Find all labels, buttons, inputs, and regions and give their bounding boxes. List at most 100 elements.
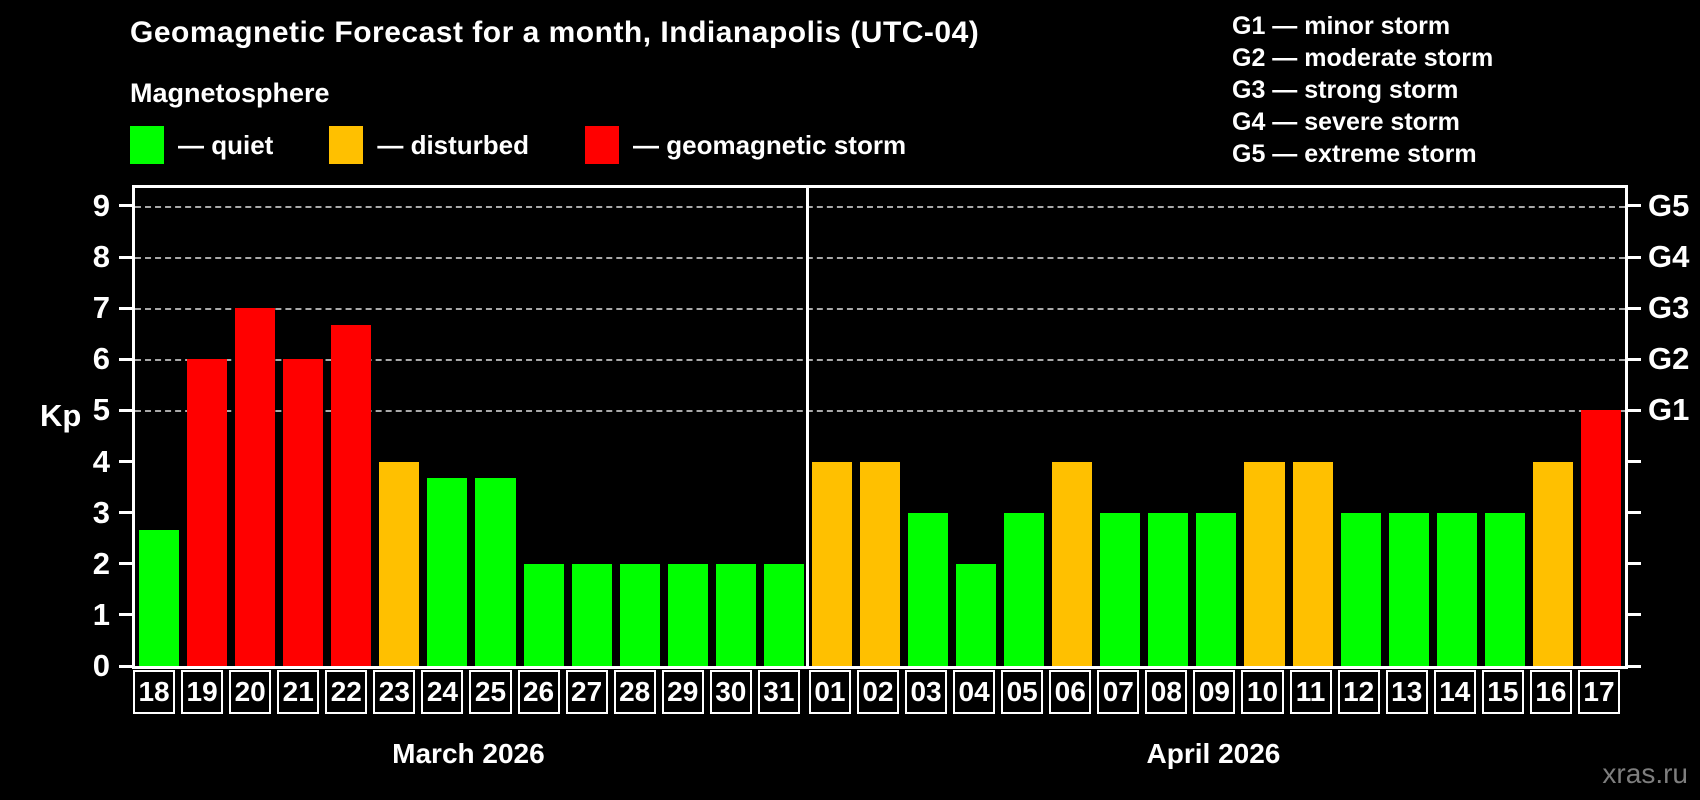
g-scale-label-g3: G3 [1648,290,1690,326]
kp-bar-march-25 [475,478,516,666]
kp-bar-april-14 [1436,512,1477,666]
gridline-kp7 [135,308,1625,311]
date-cell-22: 22 [325,670,368,714]
date-cell-03: 03 [905,670,948,714]
date-cell-08: 08 [1145,670,1188,714]
magnetosphere-label: Magnetosphere [130,78,330,108]
date-cell-06: 06 [1049,670,1092,714]
date-cell-14: 14 [1433,670,1476,714]
kp-bar-april-16 [1532,461,1573,666]
kp-bar-march-29 [667,563,708,666]
g-scale-label-g2: G2 [1648,341,1690,377]
left-tick-0 [119,664,132,668]
month-label: March 2026 [392,738,545,769]
disturbed-color-swatch [329,126,364,164]
kp-bar-march-22 [331,325,372,666]
legend-item-storm: — geomagnetic storm [585,126,906,164]
date-cell-13: 13 [1385,670,1428,714]
date-cell-12: 12 [1337,670,1380,714]
kp-bar-april-03 [908,512,949,666]
left-tick-1 [119,613,132,617]
y-axis-label-4: 4 [92,443,110,479]
right-tick-8 [1628,255,1641,259]
kp-bar-march-30 [715,563,756,666]
date-cell-05: 05 [1001,670,1044,714]
right-tick-9 [1628,204,1641,208]
date-cell-31: 31 [757,670,800,714]
date-cell-17: 17 [1577,670,1620,714]
legend-item-label: — quiet [178,129,274,160]
date-cell-01: 01 [808,670,851,714]
g-scale-label-g4: G4 [1648,239,1690,275]
kp-bar-march-24 [427,478,468,666]
date-cell-27: 27 [565,670,608,714]
y-axis-label-0: 0 [92,648,110,683]
kp-bar-april-17 [1580,410,1621,666]
y-axis-label-6: 6 [92,341,110,377]
date-cell-11: 11 [1289,670,1332,714]
month-label: April 2026 [1146,738,1281,769]
gridline-kp5 [135,410,1625,413]
left-tick-4 [119,460,132,463]
kp-bar-april-12 [1340,512,1381,666]
left-tick-8 [119,255,132,259]
g3-legend-line: G3 — strong storm [1232,76,1459,104]
g1-legend-line: G1 — minor storm [1232,12,1451,40]
date-cell-24: 24 [421,670,464,714]
date-cell-23: 23 [373,670,416,714]
date-cell-30: 30 [709,670,752,714]
date-cell-09: 09 [1193,670,1236,714]
status-legend: — quiet — disturbed — geomagnetic storm [130,126,962,164]
left-tick-3 [119,511,132,515]
kp-bar-april-06 [1052,461,1093,666]
right-tick-5 [1628,408,1641,412]
y-axis-label-2: 2 [92,545,110,581]
kp-bar-april-08 [1148,512,1189,666]
date-cell-10: 10 [1241,670,1284,714]
date-cell-15: 15 [1481,670,1524,714]
right-tick-1 [1628,613,1641,617]
kp-bar-april-13 [1388,512,1429,666]
left-tick-6 [119,357,132,361]
g2-legend-line: G2 — moderate storm [1232,44,1494,72]
g-scale-label-g5: G5 [1648,187,1690,223]
date-cell-26: 26 [517,670,560,714]
kp-bar-march-20 [235,308,276,666]
date-cell-25: 25 [469,670,512,714]
plot-area [132,185,1628,669]
kp-bar-march-18 [139,529,180,666]
left-tick-2 [119,562,132,566]
kp-bar-march-26 [523,563,564,666]
y-axis-label-3: 3 [92,494,110,530]
gridline-kp9 [135,205,1625,208]
kp-bar-march-28 [619,563,660,666]
date-cell-28: 28 [613,670,656,714]
left-tick-9 [119,204,132,208]
kp-bar-april-11 [1292,461,1333,666]
g-scale-label-g1: G1 [1648,392,1690,428]
kp-bar-april-10 [1244,461,1285,666]
kp-bar-april-05 [1004,512,1045,666]
page-title: Geomagnetic Forecast for a month, Indian… [130,16,980,49]
right-tick-4 [1628,460,1641,463]
right-tick-2 [1628,562,1641,566]
kp-bar-march-21 [283,359,324,666]
y-axis-label-8: 8 [92,239,110,275]
kp-bar-march-23 [379,461,420,666]
date-cell-18: 18 [133,670,176,714]
kp-bar-april-04 [956,563,997,666]
left-tick-5 [119,408,132,412]
legend-item-disturbed: — disturbed [329,126,529,164]
watermark: xras.ru [1602,758,1688,789]
kp-bar-march-27 [571,563,612,666]
y-axis-label-9: 9 [92,187,110,223]
right-tick-0 [1628,664,1641,668]
legend-item-label: — disturbed [377,129,530,160]
kp-bar-april-02 [859,461,901,666]
g5-legend-line: G5 — extreme storm [1232,140,1477,168]
right-tick-7 [1628,306,1641,310]
kp-bar-april-15 [1484,512,1525,666]
gridline-kp6 [135,359,1625,362]
quiet-color-swatch [130,126,164,164]
